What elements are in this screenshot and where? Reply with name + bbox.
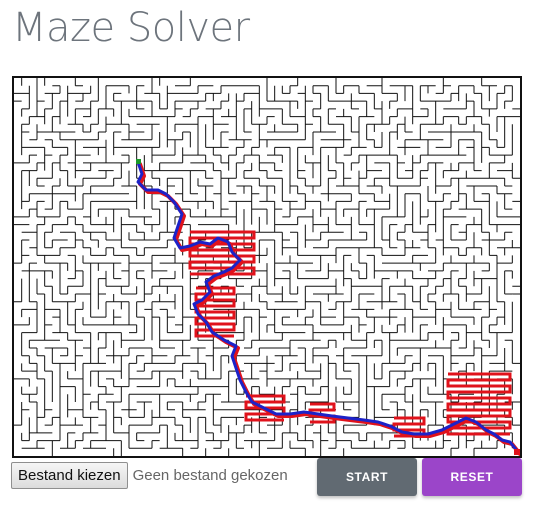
explored-region-6 — [446, 372, 512, 436]
file-picker: Bestand kiezen Geen bestand gekozen — [11, 462, 288, 489]
reset-button[interactable]: RESET — [422, 458, 522, 496]
maze-svg — [14, 78, 520, 456]
explored-region-2 — [194, 286, 236, 338]
start-button[interactable]: START — [317, 458, 417, 496]
page-title: Maze Solver — [12, 5, 250, 51]
end-marker — [514, 449, 520, 455]
maze-canvas[interactable] — [12, 76, 522, 458]
control-bar: Bestand kiezen Geen bestand gekozen STAR… — [0, 458, 547, 505]
start-marker — [136, 159, 141, 164]
solution-path — [136, 160, 520, 454]
choose-file-button[interactable]: Bestand kiezen — [11, 462, 128, 489]
file-status-text: Geen bestand gekozen — [132, 467, 288, 484]
maze-walls — [14, 78, 520, 456]
